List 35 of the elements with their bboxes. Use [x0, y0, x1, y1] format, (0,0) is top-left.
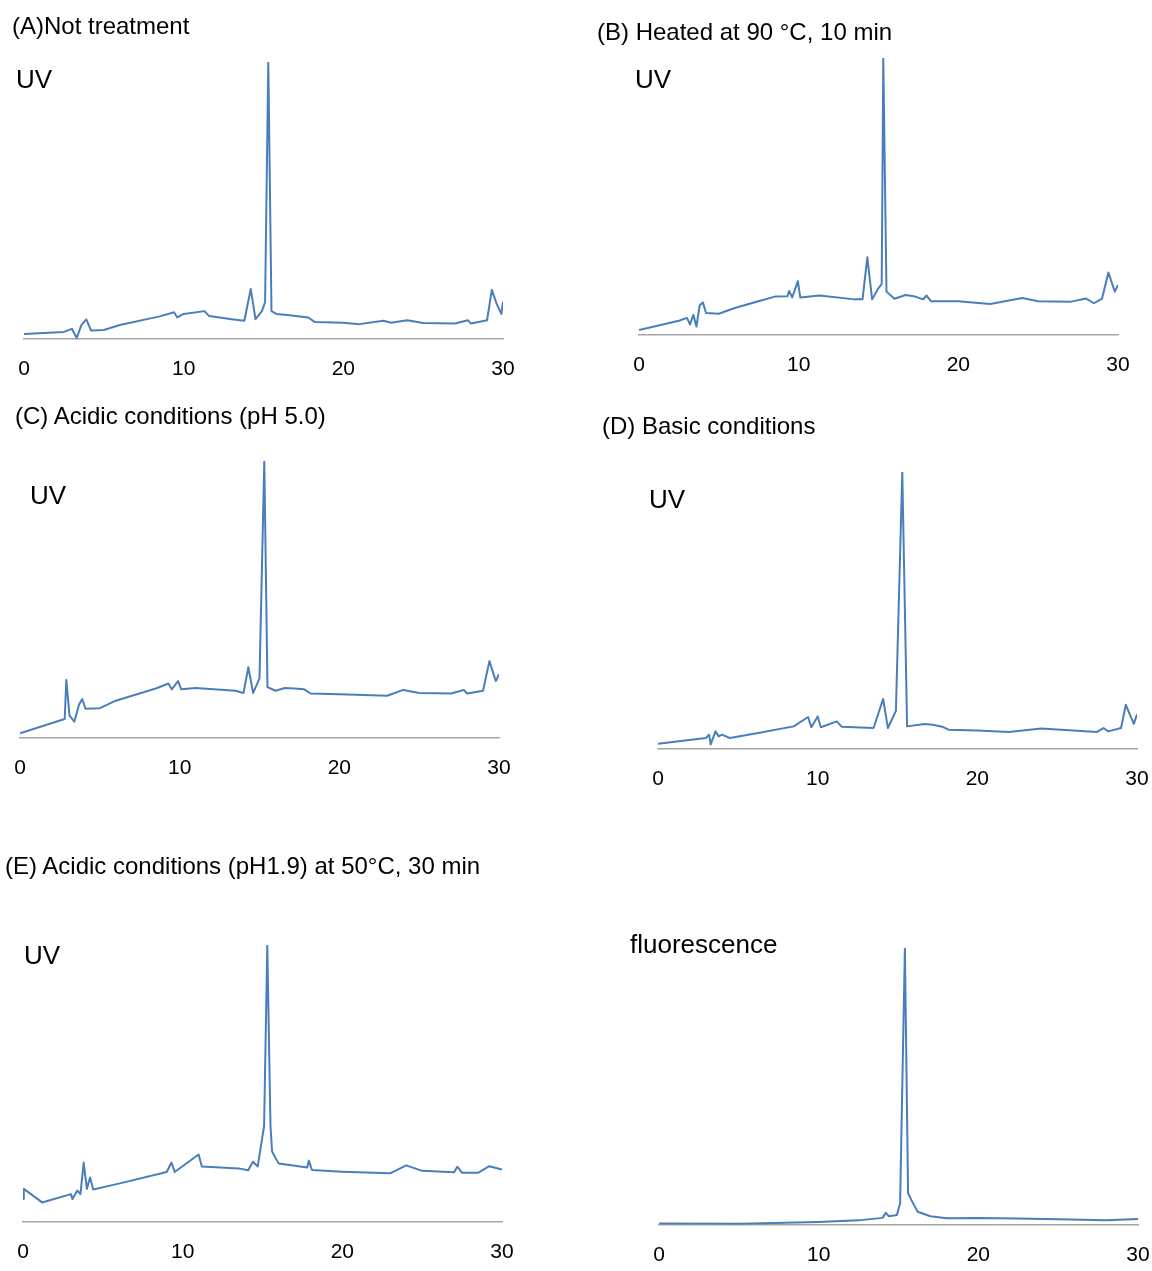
- chart-title: (C) Acidic conditions (pH 5.0): [15, 402, 326, 430]
- annotation: fluorescence: [630, 929, 778, 960]
- x-tick-label: 0: [14, 755, 26, 779]
- x-tick-label: 30: [1106, 352, 1130, 376]
- x-tick-label: 20: [331, 356, 356, 380]
- x-tick-label: 20: [330, 1239, 355, 1263]
- annotation: UV: [649, 484, 686, 515]
- x-tick-label: 10: [805, 766, 830, 790]
- x-tick-label: 30: [491, 356, 515, 380]
- chart-title: (E) Acidic conditions (pH1.9) at 50°C, 30 min: [5, 852, 481, 880]
- x-tick-label: 30: [487, 755, 511, 779]
- x-tick-label: 20: [966, 1242, 991, 1266]
- x-tick-label: 10: [786, 352, 811, 376]
- chart-title: (B) Heated at 90 °C, 10 min: [597, 18, 893, 46]
- x-tick-label: 30: [1126, 1242, 1150, 1266]
- x-tick-label: 0: [633, 352, 645, 376]
- x-tick-label: 0: [653, 1242, 665, 1266]
- x-tick-label: 20: [965, 766, 990, 790]
- x-tick-label: 10: [806, 1242, 831, 1266]
- annotation: UV: [635, 64, 672, 95]
- x-tick-label: 30: [1125, 766, 1149, 790]
- annotation: UV: [24, 940, 61, 971]
- annotation: UV: [16, 64, 53, 95]
- annotation: UV: [30, 480, 67, 511]
- x-tick-label: 0: [18, 356, 30, 380]
- chart-title: (D) Basic conditions: [602, 412, 816, 440]
- x-tick-label: 10: [170, 1239, 195, 1263]
- x-tick-label: 30: [490, 1239, 514, 1263]
- x-tick-label: 10: [171, 356, 196, 380]
- x-tick-label: 10: [167, 755, 192, 779]
- x-tick-label: 20: [946, 352, 971, 376]
- x-tick-label: 0: [17, 1239, 29, 1263]
- x-tick-label: 20: [327, 755, 352, 779]
- chart-title: (A)Not treatment: [12, 12, 190, 40]
- x-tick-label: 0: [652, 766, 664, 790]
